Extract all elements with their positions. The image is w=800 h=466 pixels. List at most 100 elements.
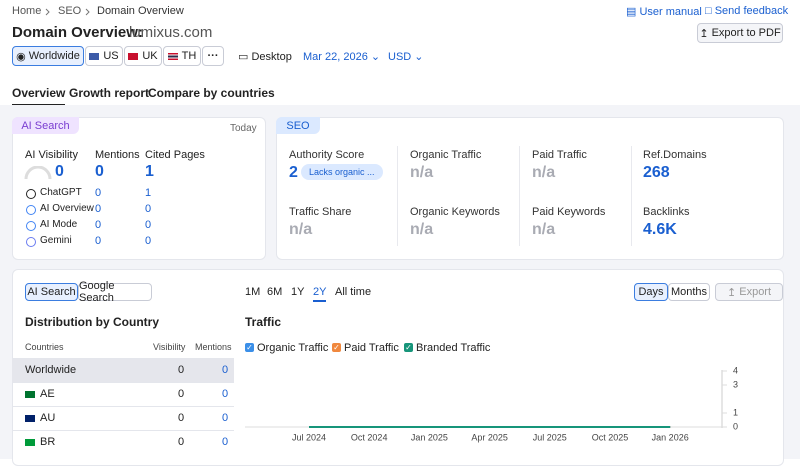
column-label: Cited Pages [145,149,205,161]
mentions-value[interactable]: 0 [95,187,102,199]
x-tick-label: Jul 2025 [533,432,567,442]
domain[interactable]: lumixus.com [129,24,213,41]
user-manual-link[interactable]: ▤ User manual [626,6,702,18]
mentions-value[interactable]: 0 [95,219,102,231]
country-name: BR [40,436,56,448]
button-text[interactable]: TH [181,50,197,62]
crumb[interactable]: SEO [58,5,82,17]
button-text[interactable]: US [103,50,119,62]
more-button[interactable]: ··· [202,46,224,66]
table-row [12,382,234,406]
select-text[interactable]: Mar 22, 2026 [303,51,368,63]
chart: 0 1 3 4 Jul 2024 Oct 2024 Jan 2025 Apr 2025 Jul … [245,365,738,442]
mentions-value[interactable]: 0 [95,203,102,215]
granularity-toggle[interactable]: Months [668,283,710,301]
export-button[interactable]: ↥ Export [715,283,783,301]
legend-box[interactable]: ✓ [404,343,413,352]
period-tab[interactable]: All time [335,286,372,298]
metric-label: Ref.Domains [643,149,707,161]
legend-label[interactable]: Branded Traffic [416,342,491,354]
source-toggle[interactable]: Google Search [78,280,152,304]
metric-label: Organic Traffic [410,149,482,161]
total-value: 0 [55,163,64,180]
column-label: AI Visibility [25,149,78,161]
chart-title: Traffic [245,315,282,329]
legend-label[interactable]: Organic Traffic [257,342,329,354]
y-tick-label: 3 [733,379,738,389]
tab[interactable]: Compare by countries [148,86,275,100]
metric-value[interactable]: 4.6K [643,221,677,238]
button-text[interactable]: Worldwide [28,50,80,62]
device-select[interactable]: ▭ Desktop [238,51,292,63]
mentions-value[interactable]: 0 [95,235,102,247]
x-tick-label: Jan 2026 [652,432,689,442]
column-label: Mentions [95,149,140,161]
country-name: AU [40,412,56,424]
metric-value[interactable]: 268 [643,164,670,181]
feedback-link[interactable]: □ Send feedback [705,5,789,17]
flag [167,52,178,60]
visibility-value: 0 [178,412,185,424]
engine-icon [26,189,36,199]
tab[interactable]: Growth report [69,86,149,100]
period-tab[interactable]: 1M [245,286,261,298]
engine-icon [26,237,36,247]
granularity-toggle[interactable]: Days [634,283,668,301]
chevron [85,8,90,16]
database-button[interactable]: ◉ Worldwide [12,46,84,66]
button-text[interactable]: UK [142,50,158,62]
link-text[interactable]: Send feedback [714,5,789,17]
period-tab[interactable]: 2Y [313,286,327,302]
tab[interactable]: Overview [12,86,66,106]
legend-label[interactable]: Paid Traffic [344,342,399,354]
select-text[interactable]: Desktop [251,51,292,63]
database-button[interactable]: US [85,46,123,66]
card-tag: SEO [276,117,320,134]
metric-label: Authority Score [289,149,365,161]
x-tick-label: Oct 2025 [592,432,629,442]
gauge [24,166,52,180]
mentions-value[interactable]: 0 [222,388,229,400]
currency-select[interactable]: USD ⌄ [388,51,424,63]
metric-value: n/a [410,164,434,181]
divider [397,146,398,246]
metric-label: Organic Keywords [410,206,500,218]
flag [25,415,35,422]
metric-label: Backlinks [643,206,690,218]
source-toggle[interactable]: AI Search [25,283,78,301]
y-tick-label: 0 [733,421,738,431]
mentions-value[interactable]: 0 [222,364,229,376]
link-text[interactable]: User manual [639,6,702,18]
database-button[interactable]: TH [163,46,201,66]
flag [25,391,35,398]
button-text[interactable]: Export [739,286,772,298]
metric-value: n/a [410,221,434,238]
date-select[interactable]: Mar 22, 2026 ⌄ [303,51,381,63]
cited-value[interactable]: 0 [145,235,152,247]
metric-label: Paid Traffic [532,149,587,161]
legend-box[interactable]: ✓ [332,343,341,352]
metric-value[interactable]: 2 [289,164,298,181]
x-tick-label: Jan 2025 [411,432,448,442]
period-tab[interactable]: 1Y [291,286,305,298]
crumb[interactable]: Home [12,5,42,17]
visibility-value: 0 [178,388,185,400]
seo-card [276,117,784,260]
cited-value[interactable]: 1 [145,187,152,199]
period-tab[interactable]: 6M [267,286,283,298]
cited-value[interactable]: 0 [145,219,152,231]
mentions-value[interactable]: 0 [222,436,229,448]
engine-icon [26,221,36,231]
cited-value[interactable]: 0 [145,203,152,215]
mentions-value[interactable]: 0 [222,412,229,424]
database-button[interactable]: UK [124,46,162,66]
engine-name: ChatGPT [40,187,82,198]
x-tick-label: Jul 2024 [292,432,326,442]
button-text[interactable]: Export to PDF [711,27,781,39]
select-text[interactable]: USD [388,51,412,63]
engine-name: AI Mode [40,219,78,230]
export-pdf-button[interactable]: ↥ Export to PDF [697,23,783,43]
legend-box[interactable]: ✓ [245,343,254,352]
column-header: Visibility [153,342,186,352]
